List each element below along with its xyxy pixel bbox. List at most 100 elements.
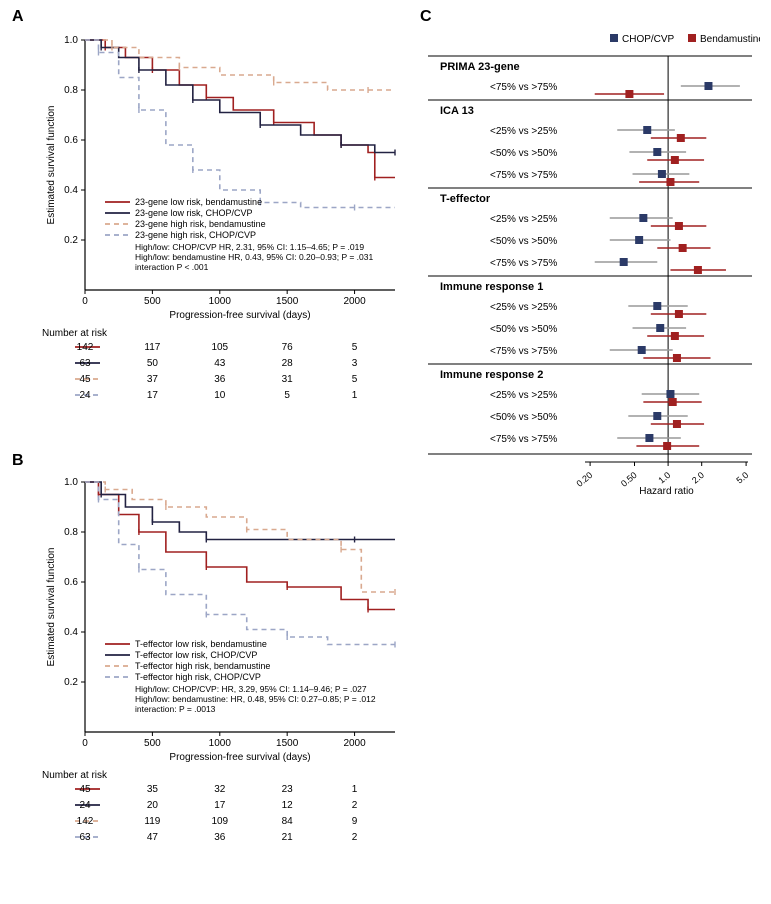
svg-text:PRIMA 23-gene: PRIMA 23-gene <box>440 61 520 73</box>
svg-text:36: 36 <box>214 832 226 843</box>
panel-a-label: A <box>12 8 24 26</box>
svg-text:<50% vs >50%: <50% vs >50% <box>490 324 557 335</box>
panel-c-label: C <box>420 8 432 26</box>
svg-text:117: 117 <box>144 342 160 353</box>
svg-text:T-effector high risk, CHOP/CVP: T-effector high risk, CHOP/CVP <box>135 672 261 682</box>
svg-text:17: 17 <box>147 390 159 401</box>
panel-c-plot: CHOP/CVP Bendamustine PRIMA 23-gene <75% vs… <box>420 30 760 510</box>
svg-text:2000: 2000 <box>343 738 366 749</box>
svg-text:T-effector high risk, bendamus: T-effector high risk, bendamustine <box>135 661 270 671</box>
panel-b-label: B <box>12 452 24 470</box>
svg-text:10: 10 <box>214 390 226 401</box>
svg-text:45: 45 <box>79 784 91 795</box>
svg-text:37: 37 <box>147 374 159 385</box>
svg-text:35: 35 <box>147 784 159 795</box>
svg-text:109: 109 <box>211 816 228 827</box>
svg-text:CHOP/CVP: CHOP/CVP <box>622 34 675 45</box>
svg-text:<25% vs >25%: <25% vs >25% <box>490 302 557 313</box>
svg-text:76: 76 <box>282 342 294 353</box>
svg-text:<25% vs >25%: <25% vs >25% <box>490 214 557 225</box>
svg-text:1.0: 1.0 <box>656 470 672 486</box>
svg-text:1000: 1000 <box>209 296 232 307</box>
svg-text:Hazard ratio: Hazard ratio <box>639 486 694 497</box>
svg-text:28: 28 <box>282 358 294 369</box>
panel-a-plot: 0.2 0.4 0.6 0.8 1.0 0 500 1000 1500 2000 Progressi… <box>40 30 400 330</box>
svg-text:0.8: 0.8 <box>64 85 78 96</box>
svg-text:Estimated survival function: Estimated survival function <box>46 106 57 225</box>
svg-text:1000: 1000 <box>209 738 232 749</box>
svg-text:Bendamustine: Bendamustine <box>700 34 760 45</box>
svg-text:1.0: 1.0 <box>64 35 78 46</box>
svg-text:0: 0 <box>82 296 88 307</box>
svg-text:Progression-free survival (day: Progression-free survival (days) <box>169 752 310 763</box>
svg-text:2.0: 2.0 <box>690 470 706 486</box>
svg-text:17: 17 <box>214 800 226 811</box>
svg-text:<25% vs >25%: <25% vs >25% <box>490 390 557 401</box>
svg-text:1500: 1500 <box>276 296 299 307</box>
svg-text:Estimated survival function: Estimated survival function <box>46 548 57 667</box>
svg-text:2000: 2000 <box>343 296 366 307</box>
svg-text:32: 32 <box>214 784 226 795</box>
svg-text:2: 2 <box>352 832 358 843</box>
svg-text:interaction: P = .0013: interaction: P = .0013 <box>135 704 216 714</box>
svg-text:2: 2 <box>352 800 358 811</box>
svg-text:<50% vs >50%: <50% vs >50% <box>490 148 557 159</box>
svg-text:36: 36 <box>214 374 226 385</box>
svg-text:0.6: 0.6 <box>64 577 78 588</box>
svg-text:3: 3 <box>352 358 358 369</box>
svg-text:63: 63 <box>79 358 91 369</box>
svg-text:0.4: 0.4 <box>64 185 78 196</box>
svg-text:105: 105 <box>211 342 228 353</box>
svg-text:T-effector low risk, CHOP/CVP: T-effector low risk, CHOP/CVP <box>135 650 257 660</box>
svg-text:<75% vs >75%: <75% vs >75% <box>490 346 557 357</box>
svg-text:12: 12 <box>282 800 294 811</box>
svg-text:1500: 1500 <box>276 738 299 749</box>
svg-text:T-effector low risk, bendamust: T-effector low risk, bendamustine <box>135 639 267 649</box>
svg-text:50: 50 <box>147 358 159 369</box>
svg-text:0: 0 <box>82 738 88 749</box>
svg-text:23-gene low risk, CHOP/CVP: 23-gene low risk, CHOP/CVP <box>135 208 253 218</box>
panel-b-plot: 0.2 0.4 0.6 0.8 1.0 0 500 1000 1500 2000 Progressi… <box>40 472 400 772</box>
svg-text:Number at risk: Number at risk <box>42 328 108 339</box>
svg-text:High/low: CHOP/CVP HR, 2.31, 9: High/low: CHOP/CVP HR, 2.31, 95% CI: 1.1… <box>135 242 364 252</box>
svg-text:0.6: 0.6 <box>64 135 78 146</box>
svg-text:142: 142 <box>77 342 94 353</box>
svg-text:63: 63 <box>79 832 91 843</box>
svg-text:23-gene low risk, bendamustine: 23-gene low risk, bendamustine <box>135 197 262 207</box>
svg-text:0.20: 0.20 <box>575 470 595 489</box>
svg-text:23-gene high risk, CHOP/CVP: 23-gene high risk, CHOP/CVP <box>135 230 256 240</box>
svg-text:5: 5 <box>352 374 358 385</box>
svg-text:High/low: bendamustine: HR, 0.: High/low: bendamustine: HR, 0.48, 95% CI… <box>135 694 376 704</box>
svg-text:47: 47 <box>147 832 159 843</box>
svg-text:High/low: CHOP/CVP: HR, 3.29,: High/low: CHOP/CVP: HR, 3.29, 95% CI: 1.… <box>135 684 367 694</box>
svg-text:<75% vs >75%: <75% vs >75% <box>490 82 557 93</box>
svg-text:84: 84 <box>282 816 294 827</box>
svg-text:Progression-free survival (day: Progression-free survival (days) <box>169 310 310 321</box>
svg-text:142: 142 <box>77 816 94 827</box>
svg-text:High/low: bendamustine HR, 0.4: High/low: bendamustine HR, 0.43, 95% CI:… <box>135 252 374 262</box>
svg-text:5: 5 <box>352 342 358 353</box>
svg-text:5.0: 5.0 <box>734 470 750 486</box>
svg-text:500: 500 <box>144 738 161 749</box>
svg-text:1: 1 <box>352 784 358 795</box>
svg-text:<75% vs >75%: <75% vs >75% <box>490 258 557 269</box>
svg-text:0.2: 0.2 <box>64 235 78 246</box>
svg-text:23: 23 <box>282 784 294 795</box>
svg-text:T-effector: T-effector <box>440 193 491 205</box>
svg-text:5: 5 <box>284 390 290 401</box>
svg-text:119: 119 <box>144 816 160 827</box>
svg-text:<50% vs >50%: <50% vs >50% <box>490 236 557 247</box>
svg-text:21: 21 <box>282 832 294 843</box>
svg-text:0.4: 0.4 <box>64 627 78 638</box>
svg-text:500: 500 <box>144 296 161 307</box>
svg-text:23-gene high risk, bendamustin: 23-gene high risk, bendamustine <box>135 219 266 229</box>
svg-text:0.2: 0.2 <box>64 677 78 688</box>
svg-text:24: 24 <box>79 800 91 811</box>
svg-text:<50% vs >50%: <50% vs >50% <box>490 412 557 423</box>
svg-text:0.8: 0.8 <box>64 527 78 538</box>
svg-text:9: 9 <box>352 816 358 827</box>
svg-text:0.50: 0.50 <box>619 470 639 489</box>
svg-text:Immune response 1: Immune response 1 <box>440 281 543 293</box>
svg-text:<75% vs >75%: <75% vs >75% <box>490 170 557 181</box>
svg-text:1.0: 1.0 <box>64 477 78 488</box>
